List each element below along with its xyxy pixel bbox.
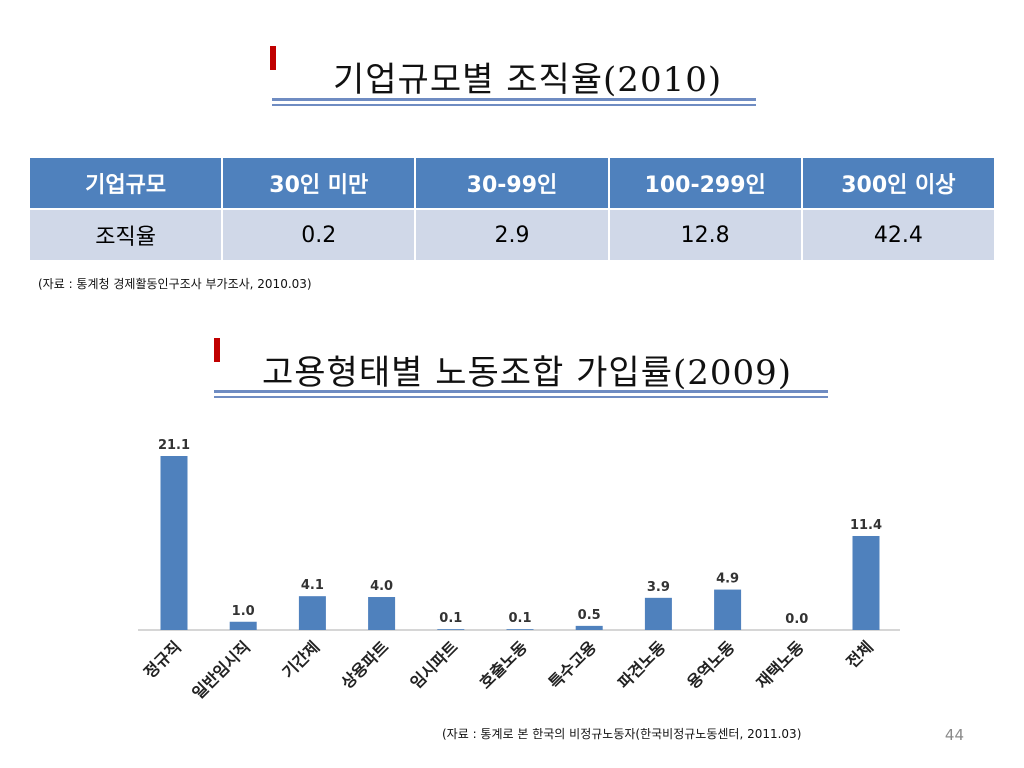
bar-4 xyxy=(437,629,465,630)
value-label-2: 4.1 xyxy=(301,578,324,593)
table-header-row: 기업규모 30인 미만 30-99인 100-299인 300인 이상 xyxy=(27,156,997,210)
value-label-6: 0.5 xyxy=(578,608,601,623)
table-header-cell: 30인 미만 xyxy=(221,156,417,210)
category-label-5: 호출노동 xyxy=(476,637,531,692)
bar-5 xyxy=(506,629,534,630)
table-cell: 0.2 xyxy=(221,208,417,262)
category-label-8: 용역노동 xyxy=(683,637,738,692)
value-label-1: 1.0 xyxy=(232,604,255,619)
title-rule-1 xyxy=(272,98,756,106)
category-label-10: 전체 xyxy=(843,637,877,671)
value-label-10: 11.4 xyxy=(850,518,882,533)
table-cell: 2.9 xyxy=(414,208,610,262)
value-label-7: 3.9 xyxy=(647,580,670,595)
category-label-9: 재택노동 xyxy=(753,637,808,692)
category-label-3: 상용파트 xyxy=(337,637,392,692)
bar-2 xyxy=(298,596,326,630)
bar-10 xyxy=(852,535,880,630)
table-header-cell: 100-299인 xyxy=(607,156,803,210)
section2-title: 고용형태별 노동조합 가입률(2009) xyxy=(262,353,793,393)
page-number: 44 xyxy=(944,726,964,744)
bar-1 xyxy=(229,621,257,630)
category-label-6: 특수고용 xyxy=(545,637,600,692)
value-label-9: 0.0 xyxy=(785,612,808,627)
table-header-cell: 기업규모 xyxy=(27,156,224,210)
table-cell: 조직율 xyxy=(27,208,224,262)
bar-6 xyxy=(575,625,603,630)
category-label-0: 정규직 xyxy=(140,637,185,682)
title-marker-1 xyxy=(270,46,276,70)
value-label-5: 0.1 xyxy=(508,611,531,626)
bar-7 xyxy=(644,597,672,630)
bar-3 xyxy=(368,597,396,630)
title-rule-2 xyxy=(214,390,828,398)
table-row: 조직율 0.2 2.9 12.8 42.4 xyxy=(27,208,997,262)
table-cell: 42.4 xyxy=(800,208,997,262)
table-header-cell: 30-99인 xyxy=(414,156,610,210)
table-source-note: (자료 : 통계청 경제활동인구조사 부가조사, 2010.03) xyxy=(38,277,312,291)
bar-8 xyxy=(714,589,742,630)
title-marker-2 xyxy=(214,338,220,362)
category-label-1: 일반임시직 xyxy=(189,637,254,702)
value-label-3: 4.0 xyxy=(370,579,393,594)
category-label-4: 임시파트 xyxy=(407,637,462,692)
category-label-7: 파견노동 xyxy=(614,637,669,692)
chart-source-note: (자료 : 통계로 본 한국의 비정규노동자(한국비정규노동센터, 2011.0… xyxy=(442,727,802,741)
value-label-0: 21.1 xyxy=(158,438,190,453)
bar-0 xyxy=(160,456,188,630)
value-label-4: 0.1 xyxy=(439,611,462,626)
table-cell: 12.8 xyxy=(607,208,803,262)
category-label-2: 기간제 xyxy=(279,637,324,682)
value-label-8: 4.9 xyxy=(716,572,739,587)
table-header-cell: 300인 이상 xyxy=(800,156,997,210)
section1-title: 기업규모별 조직율(2010) xyxy=(333,60,723,100)
org-rate-table: 기업규모 30인 미만 30-99인 100-299인 300인 이상 조직율 … xyxy=(27,156,997,262)
